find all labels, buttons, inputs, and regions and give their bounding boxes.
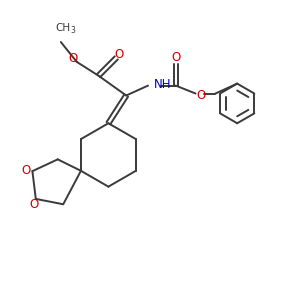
Text: O: O — [22, 164, 31, 177]
Text: O: O — [171, 51, 180, 64]
Text: O: O — [68, 52, 77, 65]
Text: O: O — [29, 198, 38, 212]
Text: CH: CH — [55, 23, 70, 33]
Text: 3: 3 — [70, 26, 75, 35]
Text: O: O — [115, 48, 124, 62]
Text: O: O — [196, 89, 205, 102]
Text: NH: NH — [154, 78, 172, 91]
